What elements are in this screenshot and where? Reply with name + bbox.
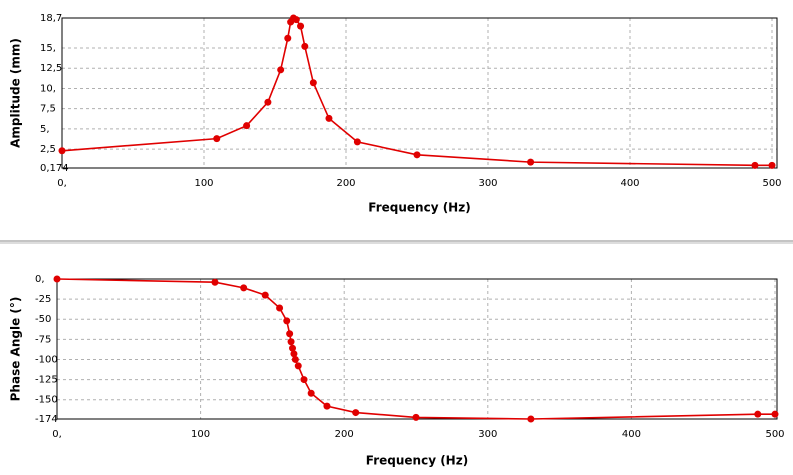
- data-point: [412, 413, 420, 421]
- data-point: [771, 410, 779, 418]
- x-tick-label: 200: [335, 429, 354, 440]
- x-tick-label: 0,: [57, 178, 67, 189]
- data-point: [353, 138, 361, 146]
- x-tick-label: 300: [478, 429, 497, 440]
- y-tick-label: -174: [35, 414, 58, 425]
- y-tick-label: 12,5: [40, 63, 62, 74]
- data-point: [283, 317, 291, 325]
- plot-frame: [61, 17, 778, 169]
- data-point: [277, 66, 285, 74]
- data-point: [213, 135, 221, 143]
- y-tick-label: 5,: [40, 124, 50, 135]
- data-point: [53, 275, 61, 283]
- data-point: [325, 114, 333, 122]
- data-point: [309, 79, 317, 87]
- plot-area: [62, 18, 777, 168]
- data-point: [211, 278, 219, 286]
- data-point: [284, 34, 292, 42]
- data-point: [307, 389, 315, 397]
- y-tick-label: 18,7: [40, 13, 62, 24]
- data-point: [291, 355, 299, 363]
- y-tick-label: -25: [35, 294, 51, 305]
- data-point: [352, 409, 360, 417]
- y-tick-label: 7,5: [40, 104, 56, 115]
- data-point: [261, 291, 269, 299]
- data-point: [768, 161, 776, 169]
- y-axis-title: Phase Angle (°): [9, 297, 23, 402]
- data-point: [301, 42, 309, 50]
- data-point: [754, 410, 762, 418]
- data-point: [58, 147, 66, 155]
- x-tick-label: 500: [762, 178, 781, 189]
- x-axis-title: Frequency (Hz): [368, 201, 470, 215]
- x-tick-label: 300: [478, 178, 497, 189]
- x-tick-label: 200: [336, 178, 355, 189]
- y-tick-label: 15,: [40, 43, 56, 54]
- data-point: [300, 376, 308, 384]
- y-tick-label: -100: [35, 354, 58, 365]
- x-tick-label: 100: [191, 429, 210, 440]
- y-tick-label: 0,: [35, 274, 45, 285]
- y-tick-label: -125: [35, 375, 58, 386]
- data-point: [297, 22, 305, 30]
- data-point: [276, 304, 284, 312]
- y-tick-label: 0,174: [40, 163, 69, 174]
- x-tick-label: 100: [194, 178, 213, 189]
- plot-area: [57, 279, 777, 419]
- x-tick-label: 0,: [52, 429, 62, 440]
- data-line: [61, 16, 772, 167]
- y-axis-title: Amplitude (mm): [9, 38, 23, 148]
- data-point: [527, 415, 535, 423]
- data-point: [294, 362, 302, 370]
- data-point: [290, 350, 298, 358]
- data-point: [751, 161, 759, 169]
- x-tick-label: 400: [620, 178, 639, 189]
- y-tick-label: -75: [35, 334, 51, 345]
- data-point: [240, 284, 248, 292]
- data-point: [264, 98, 272, 106]
- data-point: [243, 122, 251, 130]
- data-point: [323, 402, 331, 410]
- data-point: [289, 344, 297, 352]
- y-tick-label: 10,: [40, 83, 56, 94]
- x-tick-label: 500: [765, 429, 784, 440]
- y-tick-label: -50: [35, 314, 51, 325]
- y-tick-label: 2,5: [40, 144, 56, 155]
- y-tick-label: -150: [35, 395, 58, 406]
- data-point: [527, 158, 535, 166]
- x-tick-label: 400: [622, 429, 641, 440]
- data-point: [413, 151, 421, 159]
- x-axis-title: Frequency (Hz): [366, 454, 468, 468]
- data-point: [292, 16, 300, 24]
- data-point: [287, 338, 295, 346]
- data-point: [286, 330, 294, 338]
